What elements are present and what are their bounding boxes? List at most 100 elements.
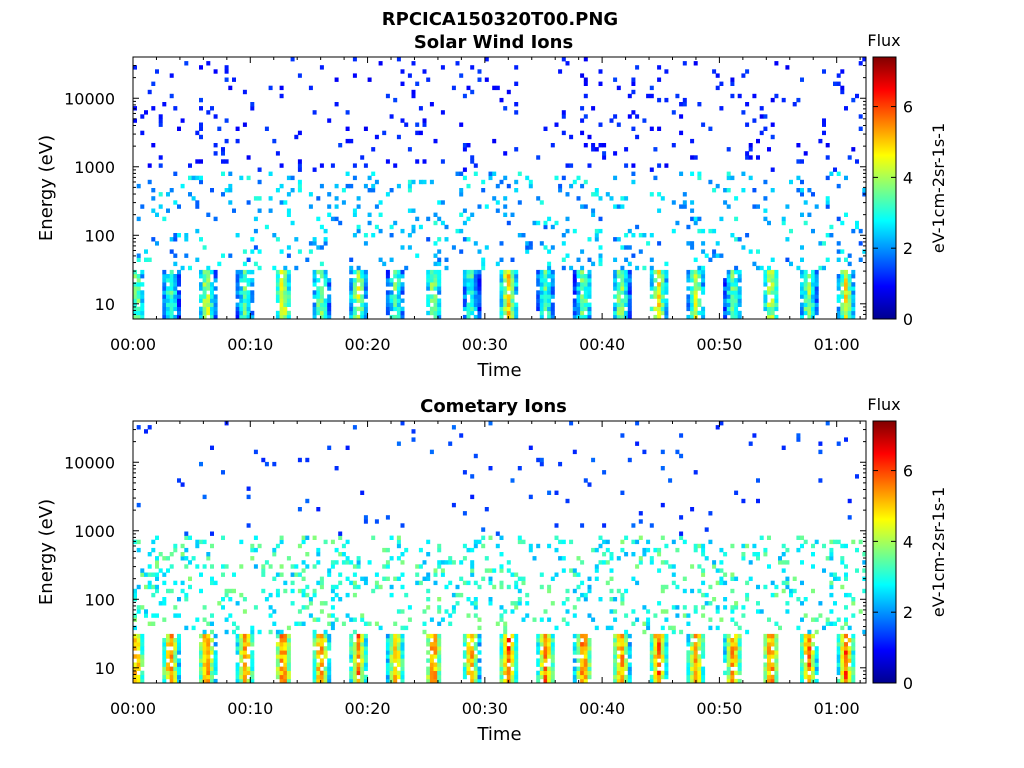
flux-cell (565, 192, 570, 197)
flux-cell (316, 547, 321, 553)
flux-cell (536, 642, 541, 647)
flux-cell (330, 216, 335, 222)
flux-cell (279, 629, 284, 635)
flux-cell (473, 294, 478, 299)
flux-cell (286, 662, 291, 667)
flux-cell (239, 666, 244, 671)
flux-cell (803, 666, 808, 671)
y-tick-label: 10000 (64, 453, 115, 472)
flux-cell (851, 282, 856, 287)
flux-cell (385, 674, 390, 680)
flux-cell (338, 580, 343, 586)
flux-cell (635, 265, 640, 271)
flux-cell (580, 642, 585, 647)
flux-cell (748, 155, 753, 160)
flux-cell (847, 498, 852, 504)
flux-cell (210, 666, 214, 671)
flux-cell (327, 192, 332, 197)
flux-cell (539, 286, 544, 291)
flux-cell (701, 241, 706, 246)
flux-cell (525, 249, 530, 254)
flux-cell (510, 633, 515, 639)
flux-cell (264, 461, 269, 467)
flux-cell (583, 658, 588, 663)
flux-cell (250, 314, 255, 320)
flux-cell (360, 310, 365, 316)
flux-cell (635, 114, 640, 119)
flux-cell (477, 69, 482, 74)
flux-cell (433, 568, 438, 573)
flux-cell (169, 286, 174, 291)
flux-cell (473, 306, 478, 312)
flux-cell (572, 588, 577, 594)
flux-cell (140, 314, 145, 320)
flux-cell (279, 666, 284, 671)
flux-cell (136, 274, 141, 279)
flux-cell (811, 274, 815, 279)
flux-cell (840, 560, 845, 565)
flux-cell (330, 597, 335, 602)
flux-cell (715, 183, 720, 189)
flux-cell (323, 228, 328, 234)
flux-cell (437, 547, 442, 553)
flux-cell (426, 286, 431, 291)
flux-cell (323, 306, 328, 312)
flux-cell (719, 580, 724, 586)
flux-cell (836, 286, 841, 291)
flux-cell (690, 171, 695, 176)
flux-cell (598, 228, 603, 234)
flux-cell (726, 654, 731, 659)
flux-cell (712, 560, 717, 565)
flux-cell (495, 85, 500, 91)
flux-cell (759, 609, 764, 614)
flux-cell (433, 666, 438, 671)
flux-cell (561, 265, 566, 271)
flux-cell (594, 147, 599, 152)
flux-cell (499, 257, 504, 262)
flux-cell (433, 310, 438, 316)
flux-cell (155, 576, 159, 581)
flux-cell (576, 298, 581, 303)
flux-cell (730, 81, 735, 86)
flux-cell (210, 314, 214, 320)
flux-cell (363, 642, 368, 647)
flux-cell (836, 298, 841, 303)
flux-cell (166, 302, 170, 307)
flux-cell (528, 241, 533, 246)
flux-cell (506, 560, 511, 565)
flux-cell (312, 633, 317, 639)
flux-cell (352, 654, 357, 659)
flux-cell (686, 286, 691, 291)
flux-cell (257, 196, 262, 201)
flux-cell (510, 478, 515, 483)
flux-cell (811, 286, 815, 291)
flux-cell (616, 237, 621, 242)
x-tick-label: 00:10 (227, 335, 273, 354)
flux-cell (737, 237, 742, 242)
flux-cell (473, 274, 478, 279)
flux-cell (308, 597, 313, 602)
flux-cell (319, 584, 324, 590)
flux-cell (202, 290, 207, 295)
flux-cell (470, 646, 475, 651)
flux-cell (136, 290, 141, 295)
flux-cell (206, 552, 211, 557)
flux-cell (279, 298, 284, 303)
flux-cell (169, 564, 174, 569)
flux-cell (166, 662, 170, 667)
y-axis-label: Energy (eV) (36, 135, 57, 241)
flux-cell (389, 642, 394, 647)
flux-cell (503, 106, 508, 111)
flux-cell (206, 654, 211, 659)
flux-cell (169, 552, 174, 557)
flux-cell (158, 192, 163, 197)
flux-cell (583, 597, 588, 602)
flux-cell (407, 147, 412, 152)
flux-cell (305, 592, 310, 598)
flux-cell (682, 200, 687, 205)
flux-cell (169, 654, 174, 659)
flux-cell (847, 592, 852, 598)
flux-cell (349, 650, 354, 655)
flux-cell (477, 617, 482, 622)
flux-cell (756, 249, 760, 254)
